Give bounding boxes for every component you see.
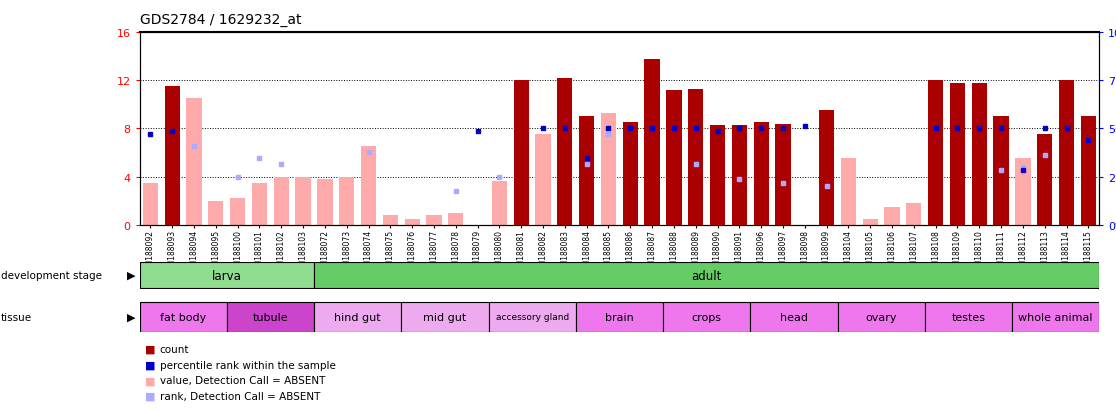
Bar — [753, 123, 769, 225]
Bar — [623, 123, 638, 225]
Text: mid gut: mid gut — [423, 312, 466, 322]
Bar — [426, 216, 442, 225]
Bar — [1016, 159, 1030, 225]
Text: ■: ■ — [145, 391, 155, 401]
Bar — [314, 302, 402, 332]
Bar — [536, 135, 550, 225]
Bar — [884, 207, 899, 225]
Text: adult: adult — [692, 269, 722, 282]
Text: GDS2784 / 1629232_at: GDS2784 / 1629232_at — [140, 13, 301, 27]
Bar — [819, 195, 835, 225]
Bar — [227, 302, 314, 332]
Bar — [750, 302, 837, 332]
Text: ▶: ▶ — [127, 312, 136, 322]
Bar — [1012, 302, 1099, 332]
Bar — [819, 111, 835, 225]
Text: whole animal: whole animal — [1019, 312, 1093, 322]
Bar — [663, 302, 750, 332]
Bar — [600, 114, 616, 225]
Bar — [906, 204, 922, 225]
Bar — [710, 143, 725, 225]
Bar — [929, 81, 943, 225]
Text: hind gut: hind gut — [335, 312, 381, 322]
Bar — [317, 180, 333, 225]
Text: brain: brain — [605, 312, 634, 322]
Bar — [402, 302, 489, 332]
Text: accessory gland: accessory gland — [496, 313, 569, 321]
Bar — [209, 201, 223, 225]
Bar — [557, 78, 573, 225]
Text: ▶: ▶ — [127, 271, 136, 280]
Text: value, Detection Call = ABSENT: value, Detection Call = ABSENT — [160, 375, 325, 385]
Bar — [925, 302, 1012, 332]
Bar — [339, 177, 355, 225]
Text: testes: testes — [951, 312, 985, 322]
Bar — [644, 59, 660, 225]
Bar — [273, 177, 289, 225]
Bar — [140, 263, 314, 289]
Bar — [314, 263, 1099, 289]
Bar — [492, 182, 507, 225]
Text: count: count — [160, 344, 189, 354]
Bar — [513, 83, 529, 225]
Bar — [776, 124, 790, 225]
Bar — [840, 159, 856, 225]
Text: ■: ■ — [145, 360, 155, 370]
Bar — [993, 117, 1009, 225]
Bar — [666, 91, 682, 225]
Bar — [230, 199, 246, 225]
Bar — [689, 90, 703, 225]
Bar — [143, 183, 158, 225]
Bar — [513, 81, 529, 225]
Bar — [732, 126, 747, 225]
Bar — [950, 83, 965, 225]
Text: ovary: ovary — [865, 312, 897, 322]
Bar — [1037, 135, 1052, 225]
Bar — [579, 117, 595, 225]
Bar — [140, 302, 227, 332]
Text: crops: crops — [692, 312, 722, 322]
Bar — [710, 126, 725, 225]
Bar — [863, 219, 878, 225]
Bar — [1080, 117, 1096, 225]
Text: percentile rank within the sample: percentile rank within the sample — [160, 360, 336, 370]
Text: ■: ■ — [145, 375, 155, 385]
Bar — [449, 213, 463, 225]
Bar — [164, 87, 180, 225]
Text: ■: ■ — [145, 344, 155, 354]
Text: head: head — [780, 312, 808, 322]
Text: larva: larva — [212, 269, 242, 282]
Bar — [296, 177, 310, 225]
Bar — [972, 83, 987, 225]
Bar — [252, 183, 267, 225]
Bar — [753, 183, 769, 225]
Bar — [489, 302, 576, 332]
Text: tubule: tubule — [252, 312, 288, 322]
Bar — [837, 302, 925, 332]
Bar — [383, 216, 398, 225]
Bar — [1059, 81, 1075, 225]
Text: development stage: development stage — [1, 271, 103, 280]
Text: rank, Detection Call = ABSENT: rank, Detection Call = ABSENT — [160, 391, 320, 401]
Bar — [404, 219, 420, 225]
Text: fat body: fat body — [160, 312, 206, 322]
Text: tissue: tissue — [1, 312, 32, 322]
Bar — [576, 302, 663, 332]
Bar — [732, 177, 747, 225]
Bar — [360, 147, 376, 225]
Bar — [186, 99, 202, 225]
